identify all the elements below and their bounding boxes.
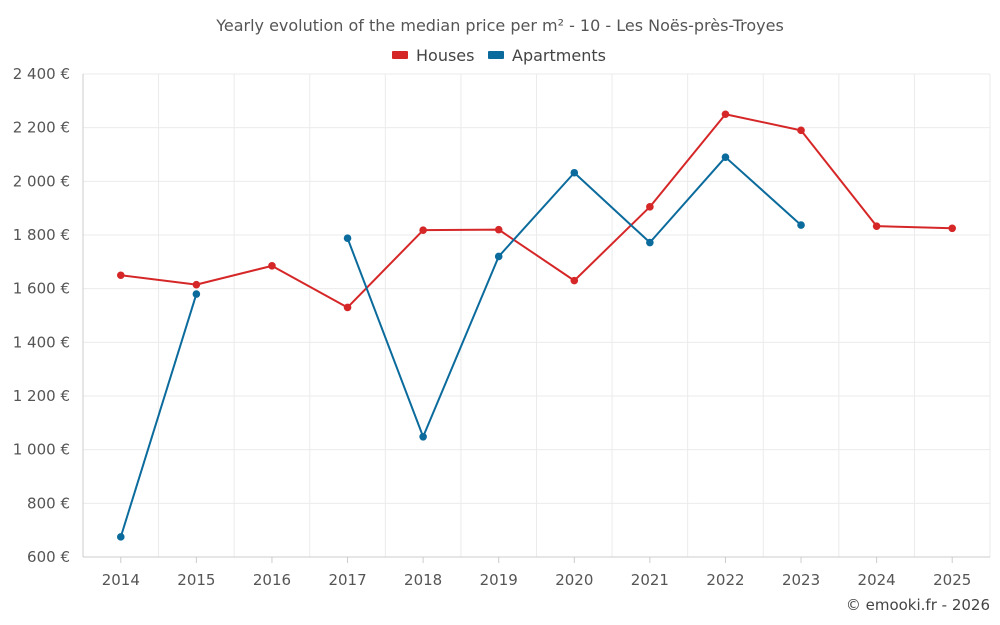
gridlines <box>82 73 991 557</box>
data-point-apartments[interactable] <box>797 221 805 229</box>
data-point-houses[interactable] <box>872 222 881 230</box>
legend-label-apartments: Apartments <box>512 46 606 65</box>
data-point-apartments[interactable] <box>570 168 579 177</box>
data-point-apartments[interactable] <box>192 290 201 298</box>
chart-title: Yearly evolution of the median price per… <box>215 16 784 35</box>
y-tick-label: 1 200 € <box>13 387 70 405</box>
series-line-apartments <box>346 156 802 438</box>
data-point-apartments[interactable] <box>494 252 503 261</box>
x-tick-label: 2025 <box>933 571 971 589</box>
data-point-apartments[interactable] <box>646 238 654 247</box>
legend-swatch-apartments <box>488 51 504 59</box>
x-tick-label: 2020 <box>555 571 593 589</box>
data-point-houses[interactable] <box>948 224 957 233</box>
data-point-apartments[interactable] <box>343 234 352 243</box>
y-tick-label: 800 € <box>27 494 70 512</box>
data-point-houses[interactable] <box>797 126 805 135</box>
y-tick-label: 1 400 € <box>13 333 70 351</box>
data-point-houses[interactable] <box>570 276 579 285</box>
series-line-apartments <box>119 293 198 538</box>
data-point-houses[interactable] <box>419 226 427 234</box>
y-tick-label: 2 200 € <box>13 119 70 137</box>
y-tick-label: 2 400 € <box>13 65 70 83</box>
y-tick-label: 2 000 € <box>13 172 70 190</box>
x-tick-label: 2024 <box>858 571 896 589</box>
data-point-apartments[interactable] <box>419 432 427 441</box>
credit-text: © emooki.fr - 2026 <box>846 596 990 614</box>
data-point-apartments[interactable] <box>721 153 730 161</box>
x-tick-label: 2018 <box>404 571 442 589</box>
x-tick-label: 2016 <box>253 571 291 589</box>
x-tick-label: 2021 <box>631 571 669 589</box>
y-tick-label: 1 800 € <box>13 226 70 244</box>
x-tick-label: 2014 <box>102 571 140 589</box>
data-point-apartments[interactable] <box>116 533 125 541</box>
series-houses <box>116 110 957 312</box>
y-tick-label: 1 000 € <box>13 441 70 459</box>
x-tick-label: 2017 <box>328 571 366 589</box>
data-point-houses[interactable] <box>721 110 730 119</box>
data-point-houses[interactable] <box>268 262 276 270</box>
x-tick-label: 2015 <box>177 571 215 589</box>
data-point-houses[interactable] <box>494 225 503 234</box>
y-tick-label: 1 600 € <box>13 280 70 298</box>
legend-label-houses: Houses <box>416 46 474 65</box>
data-point-houses[interactable] <box>192 280 201 289</box>
legend: Houses Apartments <box>392 46 606 65</box>
x-tick-label: 2019 <box>480 571 518 589</box>
x-tick-label: 2022 <box>706 571 744 589</box>
series-line-houses <box>120 113 953 309</box>
data-point-houses[interactable] <box>116 271 125 280</box>
data-point-houses[interactable] <box>343 303 352 312</box>
data-point-houses[interactable] <box>646 203 654 211</box>
series <box>116 110 957 541</box>
axes: 600 € 800 € 1 000 € 1 200 € 1 400 € 1 600 € 1 … <box>13 65 990 589</box>
x-tick-label: 2023 <box>782 571 820 589</box>
series-apartments <box>116 153 805 541</box>
legend-swatch-houses <box>392 51 408 59</box>
y-tick-label: 600 € <box>27 548 70 566</box>
